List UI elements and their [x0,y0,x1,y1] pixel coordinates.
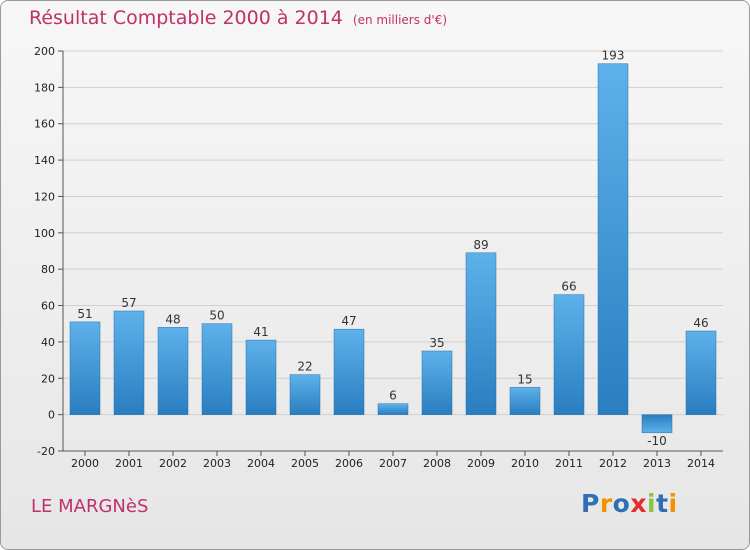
y-tick-label: 140 [34,154,55,167]
x-tick-label: 2005 [291,457,319,470]
x-tick-label: 2001 [115,457,143,470]
bar [465,252,497,415]
x-tick-label: 2002 [159,457,187,470]
logo-letter: i [668,489,678,518]
bar [113,310,145,415]
bar [289,374,321,415]
bar-value-label: 50 [209,309,224,323]
bar-value-label: 35 [429,336,444,350]
logo-letter: o [612,489,631,518]
proxiti-logo: Proxiti [581,489,678,518]
x-tick-label: 2006 [335,457,363,470]
bar-value-label: 48 [165,312,180,326]
x-tick-label: 2011 [555,457,583,470]
bar-value-label: 193 [602,49,625,63]
y-tick-label: 60 [41,300,55,313]
logo-letter: r [599,489,613,518]
y-tick-label: 100 [34,227,55,240]
x-tick-label: 2012 [599,457,627,470]
bar [421,350,453,415]
x-tick-label: 2003 [203,457,231,470]
bar-value-label: 15 [517,372,532,386]
x-tick-label: 2009 [467,457,495,470]
logo-letter: t [656,489,669,518]
bar [201,323,233,415]
bar-value-label: 89 [473,238,488,252]
y-tick-label: -20 [37,445,55,458]
chart-subtitle: (en milliers d'€) [352,13,448,27]
chart-title: Résultat Comptable 2000 à 2014 (en millie… [29,7,447,29]
bar [377,403,409,415]
bar-value-label: 51 [77,307,92,321]
x-tick-label: 2014 [687,457,715,470]
bar-value-label: 6 [389,389,397,403]
bar [69,321,101,415]
x-tick-label: 2004 [247,457,275,470]
y-tick-label: 80 [41,263,55,276]
bar-value-label: 47 [341,314,356,328]
bar-value-label: 41 [253,325,268,339]
commune-name: LE MARGNèS [31,496,149,517]
y-tick-label: 160 [34,118,55,131]
y-tick-label: 40 [41,336,55,349]
x-tick-label: 2007 [379,457,407,470]
logo-letter: P [581,489,600,518]
bar [553,294,585,415]
y-tick-label: 120 [34,190,55,203]
y-tick-label: 200 [34,45,55,58]
bar [157,327,189,415]
x-tick-label: 2010 [511,457,539,470]
chart-title-text: Résultat Comptable 2000 à 2014 [29,7,343,29]
bar [597,63,629,415]
logo-letter: x [630,489,647,518]
bar [245,339,277,415]
bar-value-label: 22 [297,360,312,374]
bar-value-label: 66 [561,280,576,294]
bar [333,328,365,415]
y-tick-label: 0 [48,409,55,422]
x-tick-label: 2013 [643,457,671,470]
bar [509,387,541,415]
bar-value-label: 57 [121,296,136,310]
bar [685,330,717,415]
x-tick-label: 2000 [71,457,99,470]
logo-letter: i [647,489,657,518]
bar [641,414,673,434]
y-tick-label: 180 [34,81,55,94]
bar-value-label: -10 [647,434,667,448]
bar-value-label: 46 [693,316,708,330]
x-tick-label: 2008 [423,457,451,470]
y-tick-label: 20 [41,372,55,385]
